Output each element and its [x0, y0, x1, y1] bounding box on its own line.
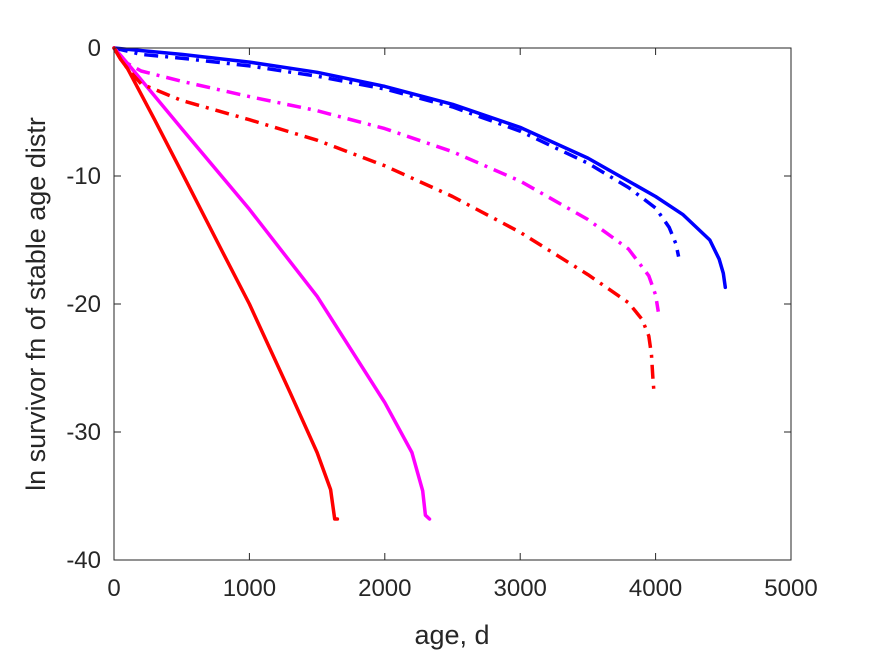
x-axis-title: age, d: [414, 620, 489, 650]
y-axis-title: ln survivor fn of stable age distr: [21, 117, 51, 491]
series-line-3-solid: [112, 46, 432, 521]
x-tick-label: 3000: [494, 575, 547, 602]
x-tick-label: 2000: [358, 575, 411, 602]
ticks-layer: 0 1000 2000 3000 4000 5000 0 -10 -20 -30 -40: [66, 35, 817, 602]
y-tick-label: -40: [66, 547, 101, 574]
series-line-4-dashdot: [112, 46, 661, 312]
y-tick-label: -20: [66, 291, 101, 318]
y-tick-label: 0: [88, 35, 101, 62]
series-line-2-dashdot: [113, 46, 681, 257]
y-tick-label: -10: [66, 163, 101, 190]
series-line-1-solid: [112, 46, 728, 290]
y-tick-label: -30: [66, 419, 101, 446]
series-layer: [112, 46, 728, 521]
x-tick-label: 0: [107, 575, 120, 602]
plot-background: [114, 48, 791, 560]
x-tick-label: 4000: [629, 575, 682, 602]
x-tick-label: 5000: [764, 575, 817, 602]
series-line-6-dashdot: [112, 47, 656, 396]
x-tick-label: 1000: [223, 575, 276, 602]
